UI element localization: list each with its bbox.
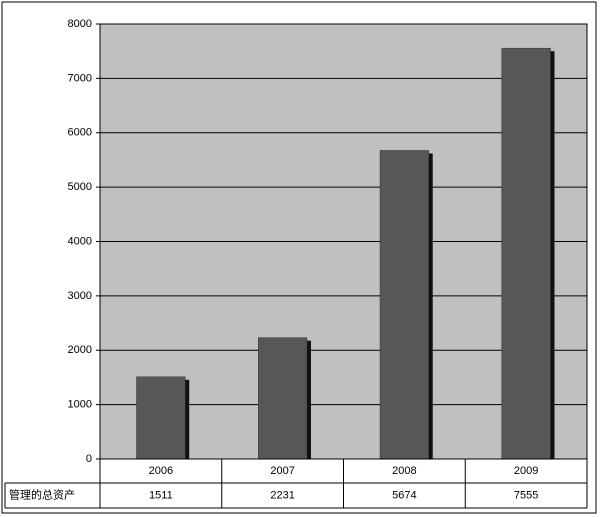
- data-table-value: 2231: [270, 489, 294, 501]
- bar: [258, 337, 308, 460]
- y-tick-label: 1000: [68, 399, 92, 411]
- y-tick-label: 5000: [68, 181, 92, 193]
- bar: [501, 47, 551, 460]
- bar: [136, 376, 186, 460]
- y-tick-label: 7000: [68, 72, 92, 84]
- x-tick-label: 2007: [270, 465, 294, 477]
- y-tick-label: 8000: [68, 18, 92, 30]
- data-table-value: 7555: [514, 489, 538, 501]
- y-tick-label: 2000: [68, 344, 92, 356]
- bar: [379, 150, 429, 460]
- x-tick-label: 2008: [392, 465, 416, 477]
- y-tick-label: 3000: [68, 290, 92, 302]
- y-tick-label: 6000: [68, 127, 92, 139]
- data-table-value: 5674: [392, 489, 416, 501]
- legend-label: 管理的总资产: [9, 487, 75, 501]
- x-tick-label: 2006: [149, 465, 173, 477]
- x-tick-label: 2009: [514, 465, 538, 477]
- y-tick-label: 4000: [68, 235, 92, 247]
- data-table-value: 1511: [149, 489, 173, 501]
- y-tick-label: 0: [86, 453, 92, 465]
